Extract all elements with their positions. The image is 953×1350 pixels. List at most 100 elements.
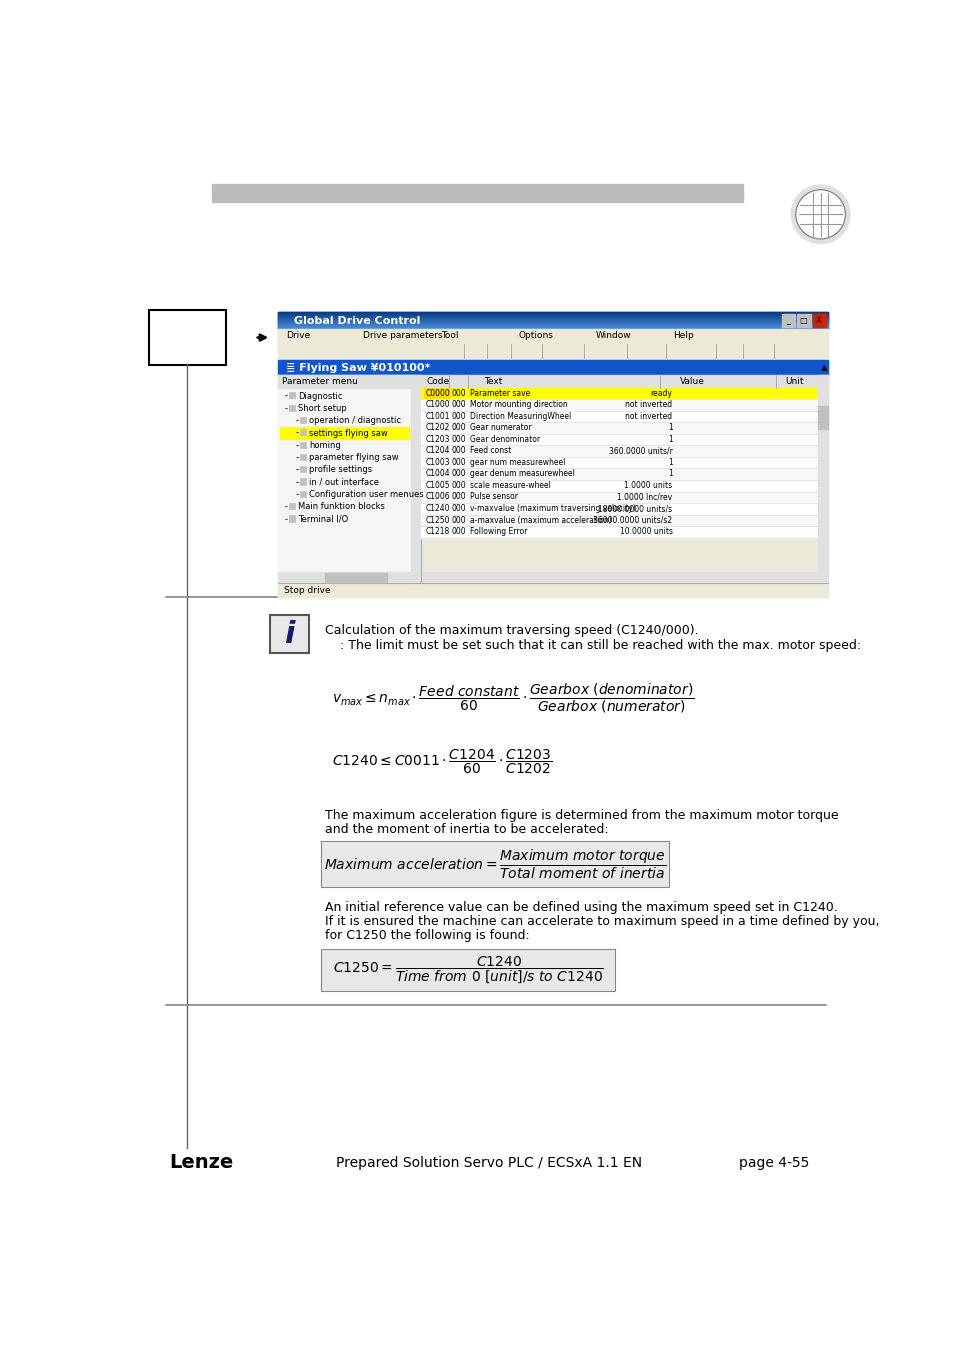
Bar [289,516,294,521]
Text: $\mathit{C1250} = \dfrac{\mathit{C1240}}{\mathit{Time\ from\ 0\ [unit]/s\ to\ C1: $\mathit{C1250} = \dfrac{\mathit{C1240}}… [333,954,603,986]
Text: Drive: Drive [286,331,310,340]
Text: in / out interface: in / out interface [309,478,378,487]
Text: gear num measurewheel: gear num measurewheel [470,458,565,467]
Text: Stop drive: Stop drive [284,586,331,594]
Text: If it is ensured the machine can accelerate to maximum speed in a time defined b: If it is ensured the machine can acceler… [324,915,879,927]
Bar [289,405,294,410]
Text: Tool: Tool [440,331,457,340]
Text: Terminal I/O: Terminal I/O [298,514,348,524]
Bar [299,429,306,435]
Text: 000: 000 [452,447,466,455]
Text: Main funktion blocks: Main funktion blocks [298,502,385,512]
Text: parameter flying saw: parameter flying saw [309,454,398,462]
Bar [421,468,817,481]
Bar [278,312,827,329]
Text: 1: 1 [667,435,672,444]
Bar [320,841,669,887]
Text: page 4-55: page 4-55 [738,1156,808,1170]
Text: 1: 1 [667,423,672,432]
Text: Diagnostic: Diagnostic [298,392,342,401]
Text: Pulse sensor: Pulse sensor [470,493,517,501]
Text: C1202: C1202 [425,423,449,432]
Text: -: - [294,441,298,450]
Text: scale measure-wheel: scale measure-wheel [470,481,551,490]
Text: -: - [284,514,287,524]
Bar [278,360,827,375]
Text: C0000: C0000 [425,389,450,397]
Bar [421,387,817,400]
Bar [818,406,827,429]
Text: homing: homing [309,441,340,450]
Text: 000: 000 [452,516,466,525]
Text: C1240: C1240 [425,504,450,513]
Bar [421,410,817,423]
Text: Lenze: Lenze [170,1153,233,1173]
Text: 1.0000 Inc/rev: 1.0000 Inc/rev [617,493,672,501]
Text: Drive parameters: Drive parameters [363,331,442,340]
Text: 18000.0000 units/s: 18000.0000 units/s [598,504,672,513]
Text: 000: 000 [452,458,466,467]
Text: 1: 1 [667,470,672,478]
Text: C1005: C1005 [425,481,450,490]
Bar [320,949,615,991]
Text: i: i [284,620,294,648]
Bar [299,454,306,460]
Text: gear denum measurewheel: gear denum measurewheel [470,470,575,478]
Bar [421,433,817,446]
Text: -: - [294,466,298,474]
Text: 000: 000 [452,389,466,397]
Text: Code: Code [426,377,449,386]
Text: profile settings: profile settings [309,466,372,474]
Text: for C1250 the following is found:: for C1250 the following is found: [324,929,529,942]
Text: : The limit must be set such that it can still be reached with the max. motor sp: : The limit must be set such that it can… [340,640,861,652]
Bar [212,184,742,202]
Text: $C1240 \leq C0011 \cdot \dfrac{C1204}{60} \cdot \dfrac{C1203}{C1202}$: $C1240 \leq C0011 \cdot \dfrac{C1204}{60… [332,747,552,775]
Text: ready: ready [650,389,672,397]
Bar [421,375,827,387]
Text: Help: Help [673,331,694,340]
Text: C1203: C1203 [425,435,450,444]
Bar [289,393,294,398]
Bar [278,375,421,387]
Text: ≣ Flying Saw ¥010100*: ≣ Flying Saw ¥010100* [286,363,430,373]
Bar [324,574,386,582]
Text: Configuration user menues: Configuration user menues [309,490,423,500]
Text: _: _ [785,316,789,325]
Text: 000: 000 [452,435,466,444]
Text: □: □ [799,316,806,325]
Text: 000: 000 [452,481,466,490]
Text: Short setup: Short setup [298,404,347,413]
Text: 000: 000 [452,423,466,432]
Text: 000: 000 [452,400,466,409]
Text: Global Drive Control: Global Drive Control [294,316,419,325]
Text: C1004: C1004 [425,470,450,478]
Text: Direction MeasuringWheel: Direction MeasuringWheel [470,412,571,421]
Text: 36000.0000 units/s2: 36000.0000 units/s2 [593,516,672,525]
Bar [279,427,409,439]
Text: The maximum acceleration figure is determined from the maximum motor torque: The maximum acceleration figure is deter… [324,809,838,822]
Text: not inverted: not inverted [625,400,672,409]
Text: $\mathit{Maximum\ acceleration} = \dfrac{\mathit{Maximum\ motor\ torque}}{\mathi: $\mathit{Maximum\ acceleration} = \dfrac… [324,848,665,882]
Bar [421,481,817,491]
Text: 000: 000 [452,493,466,501]
Text: C1006: C1006 [425,493,450,501]
Text: Prepared Solution Servo PLC / ECSxA 1.1 EN: Prepared Solution Servo PLC / ECSxA 1.1 … [335,1156,641,1170]
Bar [299,491,306,497]
Bar [278,375,421,583]
Text: 000: 000 [452,526,466,536]
Text: -: - [294,416,298,425]
Text: operation / diagnostic: operation / diagnostic [309,416,400,425]
Text: settings flying saw: settings flying saw [309,428,388,437]
Bar [812,315,825,327]
Bar [278,329,827,342]
Text: C1001: C1001 [425,412,450,421]
Bar [299,466,306,472]
Text: C1204: C1204 [425,447,450,455]
Text: -: - [294,454,298,462]
Text: 000: 000 [452,412,466,421]
Text: Calculation of the maximum traversing speed (C1240/000).: Calculation of the maximum traversing sp… [324,624,698,637]
Text: -: - [284,404,287,413]
Text: Text: Text [483,377,501,386]
Circle shape [790,185,849,243]
Text: a-maxvalue (maximum acceleration): a-maxvalue (maximum acceleration) [470,516,612,525]
